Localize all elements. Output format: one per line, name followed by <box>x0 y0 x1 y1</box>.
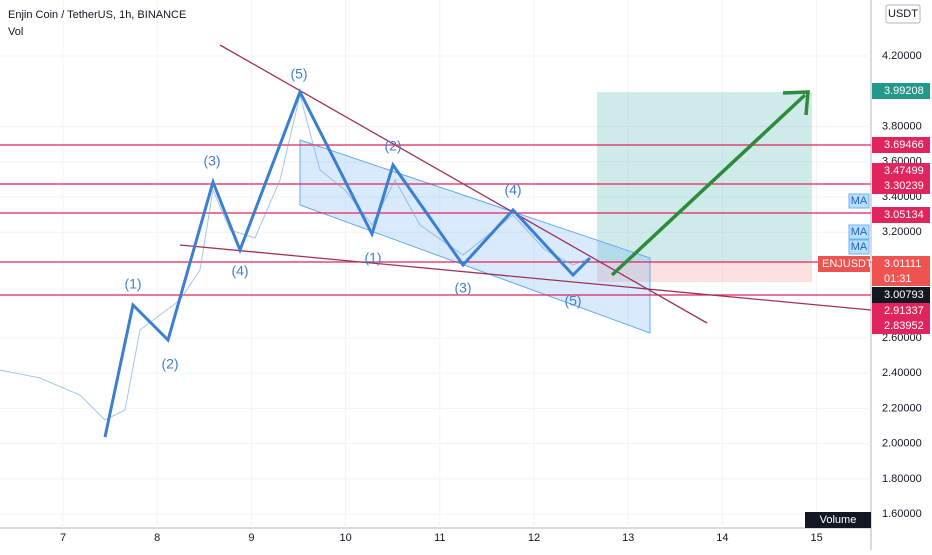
ma-tag <box>848 193 870 209</box>
currency-box[interactable] <box>885 4 921 24</box>
time-label: 9 <box>248 532 254 544</box>
time-label: 10 <box>339 532 351 544</box>
ma-label: MA <box>851 241 868 253</box>
price-label: 4.20000 <box>882 50 922 62</box>
wave-label: (4) <box>504 182 521 198</box>
price-label: 2.40000 <box>882 367 922 379</box>
wave-label: (4) <box>231 263 248 279</box>
symbol-tag <box>818 256 870 272</box>
ma-label: MA <box>851 226 868 238</box>
price-tag <box>872 207 930 223</box>
price-path <box>0 94 591 421</box>
wave-label: (1) <box>124 276 141 292</box>
grid <box>0 0 871 528</box>
time-label: 11 <box>434 532 445 544</box>
time-label: 13 <box>622 532 634 544</box>
ma-tag <box>848 224 870 240</box>
price-label: 1.60000 <box>882 508 922 520</box>
price-tag <box>872 318 930 334</box>
price-label: 1.80000 <box>882 473 922 485</box>
volume-title: Vol <box>8 26 23 38</box>
wave-label: (3) <box>203 153 220 169</box>
loss-zone <box>597 262 812 282</box>
price-tag-text: 2.83952 <box>884 320 924 332</box>
price-tag-text: 3.01111 <box>884 258 921 270</box>
wave-label: (5) <box>290 66 307 82</box>
arrow-head <box>782 90 810 116</box>
volume-label: Volume <box>820 514 857 526</box>
price-label: 3.20000 <box>882 226 922 238</box>
time-label: 7 <box>60 532 66 544</box>
wave-label: (2) <box>384 138 401 154</box>
channel <box>299 139 651 334</box>
price-tag-text: 3.69466 <box>884 139 924 151</box>
price-label: 3.80000 <box>882 120 922 132</box>
volume-tag <box>805 512 871 528</box>
ma-label: MA <box>851 195 868 207</box>
price-tag <box>872 83 930 99</box>
countdown-tag <box>872 272 930 286</box>
price-tag-text: 3.47499 <box>884 165 924 177</box>
wave-label: (2) <box>161 356 178 372</box>
price-tag-text: 2.91337 <box>884 305 924 317</box>
time-label: 14 <box>716 532 728 544</box>
price-tag-text: 3.00793 <box>884 289 924 301</box>
trendline <box>179 244 872 311</box>
price-tag-text: 3.05134 <box>884 209 924 221</box>
symbol-title: Enjin Coin / TetherUS, 1h, BINANCE <box>8 9 186 21</box>
time-label: 8 <box>154 532 160 544</box>
wave-line <box>103 88 592 438</box>
countdown: 01:31 <box>884 273 912 285</box>
price-label: 2.60000 <box>882 332 922 344</box>
price-label: 2.20000 <box>882 402 922 414</box>
price-label: 2.00000 <box>882 438 922 450</box>
wave-label: (1) <box>364 250 381 266</box>
symbol-tag-text: ENJUSDT <box>822 258 873 270</box>
price-tag <box>872 163 930 179</box>
price-tag-text: 3.99208 <box>884 85 924 97</box>
wave-label: (3) <box>454 280 471 296</box>
currency: USDT <box>888 8 918 20</box>
time-label: 12 <box>528 532 540 544</box>
price-tag-text: 3.30239 <box>884 180 924 192</box>
time-label: 15 <box>810 532 822 544</box>
arrow <box>610 93 807 277</box>
ma-tag <box>848 239 870 255</box>
price-tag <box>872 178 930 194</box>
price-tag <box>872 303 930 319</box>
wave-label: (5) <box>564 293 581 309</box>
level-lines <box>0 144 871 296</box>
price-tag <box>872 137 930 153</box>
price-tag <box>872 287 930 303</box>
price-tag <box>872 256 930 272</box>
